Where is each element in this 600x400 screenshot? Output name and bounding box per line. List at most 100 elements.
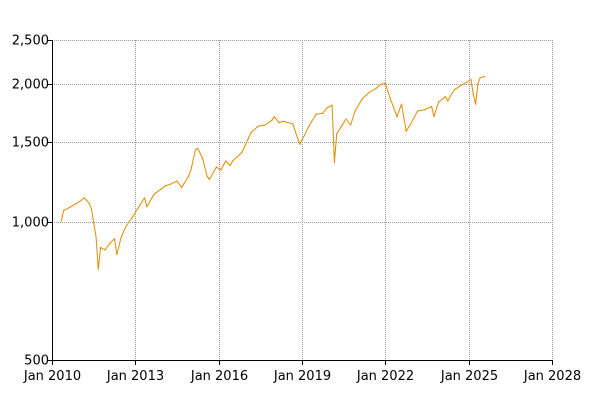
data-point — [350, 124, 352, 126]
data-point — [190, 169, 192, 171]
data-point — [79, 200, 81, 202]
data-point — [88, 202, 90, 204]
data-point — [472, 94, 474, 96]
data-point — [470, 78, 472, 81]
data-point — [201, 157, 204, 159]
data-point — [137, 208, 139, 210]
data-point — [264, 124, 266, 126]
data-point — [389, 97, 391, 99]
x-tick-label: Jan 2025 — [440, 369, 498, 384]
data-point — [405, 130, 407, 132]
data-point — [63, 210, 65, 212]
y-tick-label: 500 — [24, 354, 49, 369]
data-point — [282, 120, 285, 122]
data-point — [104, 249, 106, 251]
data-point — [447, 100, 449, 102]
data-point — [206, 175, 208, 177]
data-point — [396, 116, 398, 118]
data-point — [479, 76, 481, 79]
data-point — [278, 122, 280, 124]
x-tick-label: Jan 2016 — [190, 369, 248, 384]
data-point — [380, 83, 382, 85]
data-point — [336, 133, 338, 135]
data-point — [322, 112, 324, 114]
data-point — [181, 187, 183, 189]
data-point — [354, 110, 356, 112]
data-point — [410, 123, 412, 125]
data-point — [250, 131, 252, 134]
data-point — [120, 236, 122, 238]
data-point — [273, 116, 275, 118]
data-point — [315, 113, 317, 115]
y-tick-label: 2,500 — [12, 34, 49, 49]
data-point — [451, 91, 454, 94]
data-point — [113, 238, 116, 240]
data-point — [257, 125, 259, 127]
series-layer — [60, 76, 486, 270]
data-point — [301, 139, 303, 141]
data-point — [197, 147, 199, 149]
data-point — [220, 169, 222, 171]
x-tick-label: Jan 2022 — [356, 369, 414, 384]
data-point — [132, 215, 134, 217]
data-point — [484, 76, 486, 78]
gridlines — [52, 40, 553, 360]
data-point — [109, 242, 111, 244]
tick-labels: 500 1,000 1,500 2,000 2,500 Jan 2010 Jan 2013 J… — [12, 34, 581, 385]
data-point — [375, 87, 377, 89]
data-point — [144, 197, 146, 199]
x-tick-label: Jan 2019 — [273, 369, 331, 384]
x-tick-label: Jan 2013 — [106, 369, 164, 384]
data-point — [188, 175, 190, 177]
data-point — [225, 160, 227, 162]
data-point — [444, 96, 447, 98]
data-point — [125, 225, 127, 227]
data-point — [384, 82, 386, 84]
x-tick-label: Jan 2028 — [523, 369, 581, 384]
data-point — [160, 188, 162, 190]
data-point — [146, 206, 148, 208]
data-point — [424, 109, 426, 111]
data-point — [271, 119, 273, 121]
data-point — [69, 206, 72, 208]
x-tick-label: Jan 2010 — [23, 369, 81, 384]
data-point — [153, 193, 155, 195]
data-point — [477, 83, 479, 85]
data-point — [433, 116, 435, 118]
data-point — [208, 178, 210, 180]
y-tick-label: 2,000 — [12, 78, 49, 93]
data-point — [241, 151, 243, 154]
series-line — [60, 76, 485, 270]
data-point — [169, 183, 171, 185]
data-point — [340, 125, 342, 127]
data-point — [438, 101, 440, 103]
data-point — [229, 164, 231, 167]
data-point — [83, 197, 85, 199]
data-point — [299, 143, 301, 145]
data-point — [176, 180, 178, 182]
data-point — [116, 253, 118, 256]
data-point — [465, 81, 467, 83]
y-tick-label: 1,000 — [12, 216, 49, 231]
data-point — [475, 103, 477, 105]
data-point — [368, 91, 370, 94]
data-point — [164, 185, 166, 187]
data-point — [361, 98, 363, 100]
data-point — [458, 85, 460, 87]
data-point — [326, 106, 329, 109]
data-point — [333, 161, 335, 164]
data-point — [232, 160, 234, 162]
data-point — [331, 104, 333, 106]
data-point — [292, 123, 294, 125]
data-point — [95, 236, 97, 238]
y-tick-label: 1,500 — [12, 136, 49, 151]
data-point — [454, 88, 456, 90]
data-point — [90, 208, 92, 210]
data-point — [215, 166, 217, 168]
axes — [47, 40, 553, 365]
data-point — [100, 247, 102, 249]
data-point — [97, 268, 99, 270]
data-point — [431, 105, 433, 107]
